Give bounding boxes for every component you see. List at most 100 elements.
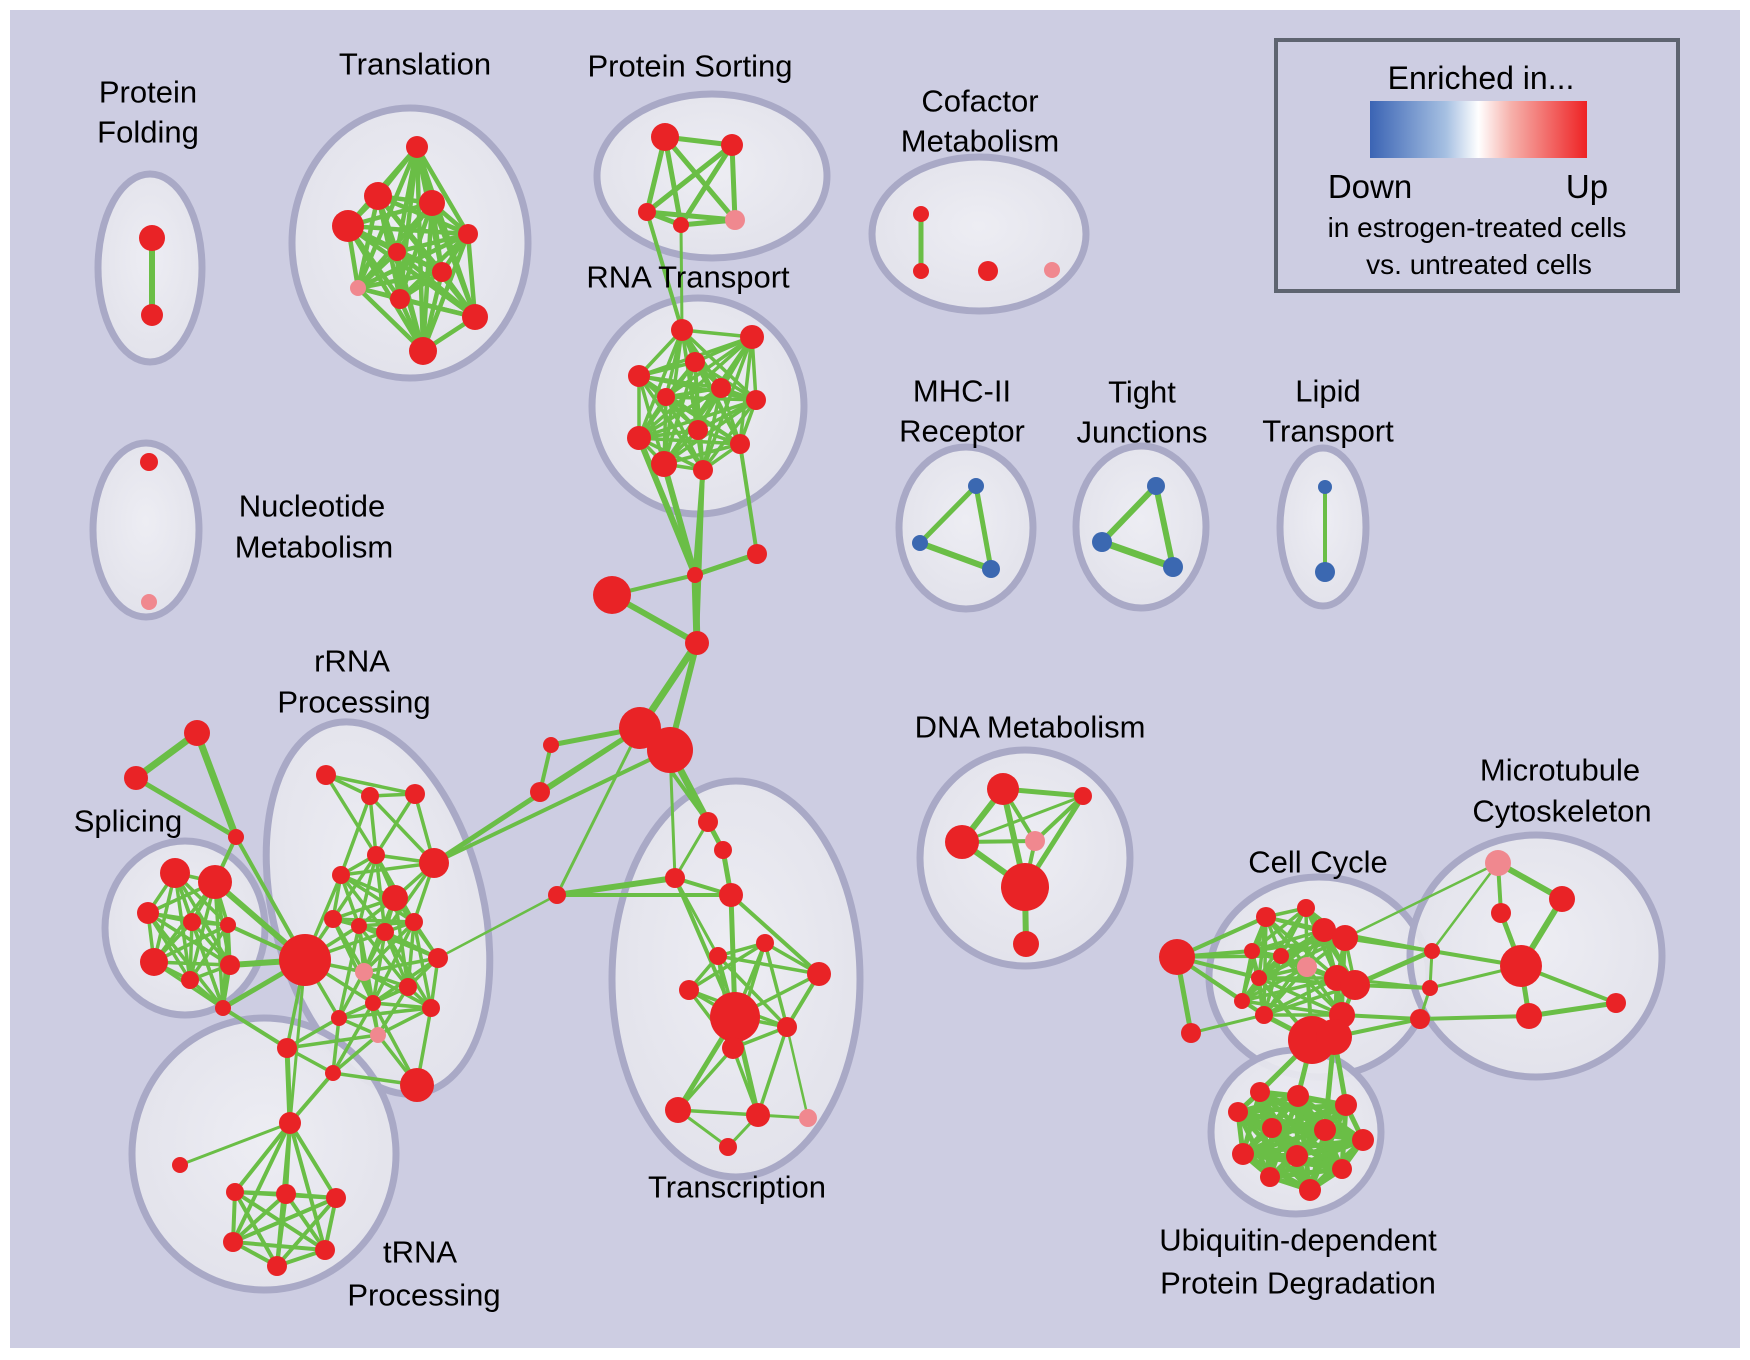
edge xyxy=(362,920,416,974)
edge xyxy=(1250,906,1308,953)
gene-set-node xyxy=(172,1157,188,1173)
cluster-label: Metabolism xyxy=(235,530,394,565)
gene-set-node xyxy=(1297,899,1315,917)
gene-set-node xyxy=(719,1138,737,1156)
edge xyxy=(763,941,789,1029)
edge xyxy=(339,794,372,877)
gene-set-node xyxy=(593,576,631,614)
edge xyxy=(339,861,436,877)
edge xyxy=(345,223,471,237)
gene-set-node xyxy=(627,426,651,450)
gene-set-node xyxy=(1262,1118,1282,1138)
gene-set-node xyxy=(777,1017,797,1037)
edge xyxy=(355,285,426,354)
edge xyxy=(465,231,478,320)
gene-set-node xyxy=(747,544,767,564)
edge xyxy=(371,1001,433,1010)
edge xyxy=(331,853,378,921)
gene-set-node xyxy=(458,224,478,244)
gene-set-node xyxy=(1332,1159,1352,1179)
edge xyxy=(738,335,754,446)
gene-set-node xyxy=(1256,907,1276,927)
gene-set-node xyxy=(432,262,452,282)
cluster-label: Tight xyxy=(1108,375,1176,410)
edge xyxy=(178,1121,292,1167)
edge xyxy=(1340,1013,1422,1021)
edge xyxy=(1257,976,1344,1017)
edge xyxy=(362,956,440,974)
gene-set-node xyxy=(1092,532,1112,552)
edge xyxy=(664,395,758,402)
gene-set-node xyxy=(725,210,745,230)
edge xyxy=(664,335,754,399)
cluster-label: Lipid xyxy=(1295,374,1361,409)
gene-set-node xyxy=(422,999,440,1017)
gene-set-node xyxy=(279,934,331,986)
gene-set-node xyxy=(1244,943,1260,959)
gene-set-node xyxy=(982,560,1000,578)
cluster-label: Metabolism xyxy=(901,124,1060,159)
edge xyxy=(376,1006,433,1037)
edge xyxy=(339,873,387,934)
cluster-label: rRNA xyxy=(314,644,390,679)
edge xyxy=(673,876,720,958)
gene-set-node xyxy=(419,190,445,216)
edge xyxy=(1033,794,1085,843)
gene-set-node xyxy=(399,978,417,996)
edge xyxy=(1267,1137,1366,1180)
gene-set-node xyxy=(1287,1085,1309,1107)
edge xyxy=(644,209,738,223)
edge xyxy=(324,773,417,796)
edge xyxy=(285,1016,341,1050)
cluster-label: Ubiquitin-dependent xyxy=(1159,1223,1437,1258)
gene-set-node xyxy=(279,1112,301,1134)
edge xyxy=(738,442,759,556)
gene-set-node xyxy=(220,955,240,975)
gene-set-node xyxy=(324,910,342,928)
gene-set-node xyxy=(1181,1023,1201,1043)
edge xyxy=(331,1016,341,1075)
cluster-ellipse-cofactor-metabolism xyxy=(868,153,1090,315)
gene-set-node xyxy=(698,812,718,832)
gene-set-node xyxy=(181,971,199,989)
cluster-ellipse-mhc-ii-receptor xyxy=(895,443,1037,613)
gene-set-node xyxy=(124,766,148,790)
gene-set-node xyxy=(1315,562,1335,582)
gene-set-node xyxy=(223,1232,243,1252)
gene-set-node xyxy=(364,182,392,210)
gene-set-node xyxy=(419,848,449,878)
gene-set-node xyxy=(1297,957,1317,977)
gene-set-node xyxy=(351,918,367,934)
gene-set-node xyxy=(1485,850,1511,876)
gene-set-node xyxy=(376,923,394,941)
edge xyxy=(213,880,225,1010)
gene-set-node xyxy=(1410,1009,1430,1029)
gene-set-node xyxy=(685,352,705,372)
edge xyxy=(231,1121,292,1244)
gene-set-node xyxy=(1163,557,1183,577)
edge xyxy=(133,775,239,840)
gene-set-node xyxy=(140,948,168,976)
gene-set-node xyxy=(722,1037,744,1059)
gene-set-node xyxy=(673,217,689,233)
gene-set-node xyxy=(140,453,158,471)
edge xyxy=(555,726,642,897)
edge xyxy=(339,873,416,924)
gene-set-node xyxy=(912,535,928,551)
gene-set-node xyxy=(651,451,677,477)
edge xyxy=(1189,1013,1266,1035)
gene-set-node xyxy=(651,123,679,151)
gene-set-node xyxy=(137,902,159,924)
edge xyxy=(193,729,240,841)
gene-set-node xyxy=(945,825,979,859)
cluster-ellipse-tight-junctions xyxy=(1072,442,1210,612)
gene-set-node xyxy=(184,720,210,746)
cluster-label: Transport xyxy=(1262,414,1394,449)
edge xyxy=(637,374,758,402)
gene-set-node xyxy=(548,886,566,904)
edge xyxy=(188,920,194,982)
gene-set-node xyxy=(331,1010,347,1026)
gene-set-node xyxy=(409,337,437,365)
